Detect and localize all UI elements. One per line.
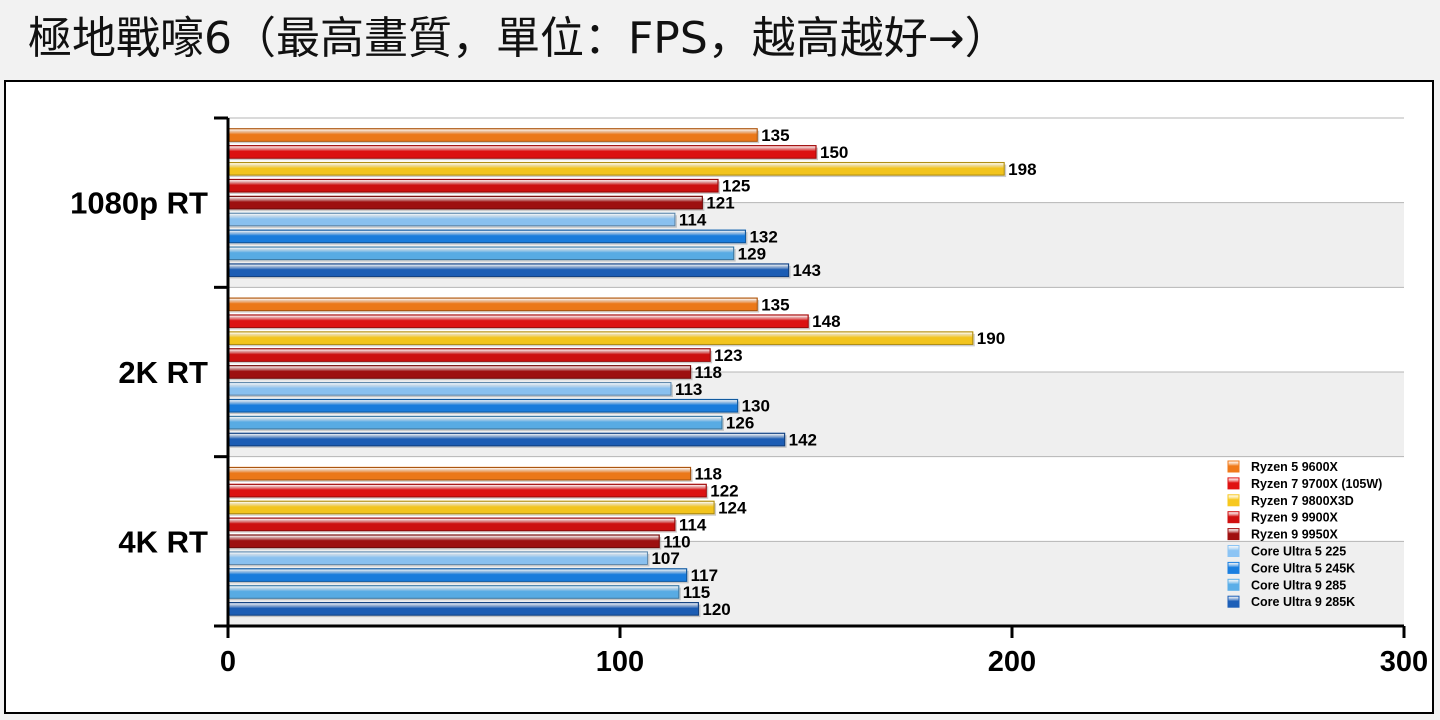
bar [227,246,735,261]
bar [227,128,758,142]
legend-swatch [1227,494,1240,507]
bar [227,212,676,227]
data-label: 125 [722,177,750,196]
legend-label: Ryzen 5 9600X [1251,460,1339,474]
legend-swatch [1227,545,1240,557]
bar [227,517,676,532]
bar [227,195,703,210]
bar [227,297,758,312]
legend-label: Ryzen 7 9700X (105W) [1251,477,1382,491]
bar [227,602,699,616]
bar [227,331,974,345]
data-label: 117 [691,566,718,585]
bar [227,398,739,413]
bar [227,551,649,566]
data-label: 142 [789,431,817,450]
data-label: 114 [679,515,707,534]
chart-title: 極地戰嚎6（最高畫質，單位：FPS，越高越好→） [28,13,1009,64]
data-label: 114 [679,211,707,230]
bar [227,568,688,582]
category-label: 4K RT [118,524,208,559]
legend-swatch [1227,578,1240,591]
data-label: 135 [761,126,789,145]
data-label: 190 [977,329,1005,348]
legend-swatch [1227,460,1240,473]
bar [227,365,692,379]
x-tick-label: 200 [988,646,1036,678]
legend-swatch [1227,595,1240,608]
bar [227,500,715,515]
category-label: 1080p RT [70,186,208,221]
data-label: 130 [742,397,770,416]
bar [227,432,786,447]
data-label: 113 [675,380,702,399]
legend-swatch [1227,477,1240,490]
legend-swatch [1227,511,1240,524]
bar [227,229,747,244]
data-label: 120 [702,600,730,619]
data-label: 126 [726,414,754,433]
bar [227,466,692,481]
legend-label: Ryzen 9 9950X [1251,528,1339,542]
legend-label: Ryzen 7 9800X3D [1251,494,1354,508]
bar [227,314,809,329]
data-label: 122 [710,482,738,501]
legend-label: Core Ultra 5 225 [1251,545,1346,559]
bar [227,161,1005,176]
x-tick-label: 0 [220,646,236,678]
bar [227,381,672,396]
data-label: 124 [718,498,747,517]
bar [227,348,711,362]
data-label: 143 [793,261,821,280]
data-label: 115 [683,583,710,602]
bar [227,145,817,159]
bar [227,483,707,498]
x-tick-label: 100 [596,646,644,678]
legend-label: Core Ultra 5 245K [1251,561,1355,575]
data-label: 118 [695,363,722,382]
data-label: 148 [812,312,840,331]
x-tick-label: 300 [1380,646,1428,678]
data-label: 198 [1008,160,1036,179]
bar [227,415,723,430]
data-label: 107 [651,549,679,568]
legend-label: Ryzen 9 9900X [1251,511,1339,525]
title-bar: 極地戰嚎6（最高畫質，單位：FPS，越高越好→） [0,0,1440,78]
data-label: 123 [714,346,742,365]
data-label: 132 [749,227,777,246]
bar [227,585,680,599]
data-label: 118 [695,465,722,484]
bar [227,178,719,193]
bar [227,534,660,549]
legend-label: Core Ultra 9 285K [1251,595,1355,609]
legend-swatch [1227,528,1240,541]
legend-label: Core Ultra 9 285 [1251,578,1346,592]
data-label: 121 [706,194,734,213]
data-label: 129 [738,244,766,263]
data-label: 110 [663,532,690,551]
data-label: 150 [820,143,848,162]
bar [227,263,790,278]
legend-swatch [1227,561,1240,574]
category-label: 2K RT [118,355,208,390]
data-label: 135 [761,295,789,314]
